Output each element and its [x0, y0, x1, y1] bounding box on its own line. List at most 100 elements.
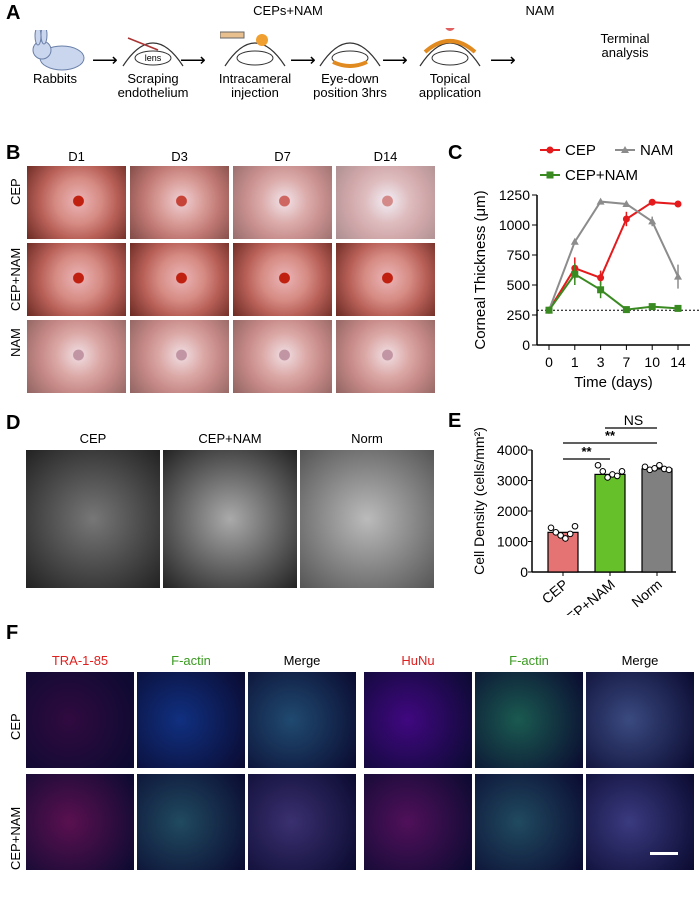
x-tick-label: 14	[670, 354, 686, 370]
panel-label-c: C	[448, 142, 463, 164]
fluorescence-image	[248, 774, 356, 870]
eye-photo	[129, 242, 230, 317]
data-point	[545, 306, 553, 314]
ceps-nam-label: CEPs+NAM	[253, 3, 323, 18]
series-line-CEP+NAM	[548, 272, 679, 311]
data-point	[648, 198, 656, 206]
channel-label: TRA-1-85	[51, 653, 109, 668]
fluorescence-image	[137, 774, 245, 870]
legend-label: CEP	[565, 142, 596, 159]
data-point	[604, 474, 611, 481]
micro-label: CEP+NAM	[198, 431, 262, 446]
x-tick-label: 1	[571, 354, 579, 370]
y-axis-label: Cell Density (cells/mm²)	[471, 427, 487, 575]
nam-label: NAM	[525, 3, 555, 18]
legend-label: CEP+NAM	[565, 167, 638, 184]
day-label: D7	[274, 149, 291, 164]
data-point	[546, 146, 554, 154]
data-point	[656, 461, 663, 469]
fluorescence-image	[137, 672, 245, 768]
data-point	[665, 466, 673, 474]
data-point	[613, 472, 621, 480]
specular-micrograph	[163, 450, 297, 588]
step-label: Eye-down position 3hrs	[313, 71, 387, 100]
data-point	[562, 535, 569, 542]
y-tick-label: 250	[507, 307, 531, 323]
panel-label-e: E	[448, 410, 462, 432]
series-line-CEP	[548, 201, 679, 311]
eye-photo	[26, 165, 127, 240]
eye-photo	[232, 319, 333, 394]
row-label: CEP+NAM	[8, 247, 23, 311]
data-point	[641, 463, 649, 471]
series-line-NAM	[548, 200, 679, 311]
eye-photo	[129, 165, 230, 240]
eye-photo	[129, 319, 230, 394]
y-tick-label: 500	[507, 277, 531, 293]
x-tick-label: 7	[623, 354, 631, 370]
x-tick-label: CEP	[539, 576, 571, 607]
y-tick-label: 1000	[499, 217, 530, 233]
panel-label-d: D	[6, 412, 21, 434]
y-tick-label: 4000	[497, 442, 528, 458]
arrow-icon: ⟶	[290, 50, 316, 70]
y-tick-label: 1000	[497, 534, 528, 550]
significance-label: **	[581, 444, 592, 459]
channel-label: Merge	[283, 653, 321, 668]
data-point	[552, 529, 560, 536]
significance-label: NS	[624, 412, 643, 428]
arrow-icon: ⟶	[382, 50, 408, 70]
data-point	[674, 304, 682, 312]
y-tick-label: 0	[522, 337, 530, 353]
lens-label: lens	[145, 53, 162, 63]
fluorescence-image	[364, 774, 472, 870]
x-tick-label: 0	[545, 354, 553, 370]
data-point	[566, 530, 574, 538]
arrow-icon: ⟶	[490, 50, 516, 70]
eye-diagram-icon	[220, 31, 286, 67]
eye-photo	[335, 319, 436, 394]
eye-photo	[26, 319, 127, 394]
day-label: D3	[171, 149, 188, 164]
bar-Norm	[641, 468, 673, 573]
fluorescence-image	[364, 672, 472, 768]
micro-label: Norm	[351, 431, 383, 446]
channel-label: F-actin	[171, 653, 211, 668]
data-point	[622, 200, 631, 207]
day-label: D14	[373, 149, 398, 164]
rabbit-icon	[28, 25, 88, 71]
data-point	[594, 461, 602, 469]
panel-label-f: F	[6, 622, 19, 644]
channel-label: Merge	[621, 653, 659, 668]
day-label: D1	[68, 149, 85, 164]
row-label: CEP+NAM	[8, 806, 23, 870]
y-axis-label: Corneal Thickness (μm)	[472, 190, 489, 349]
eye-photo	[335, 165, 436, 240]
data-point	[599, 468, 607, 475]
eye-photo	[232, 242, 333, 317]
channel-label: F-actin	[509, 653, 549, 668]
row-label: CEP	[8, 178, 23, 205]
y-tick-label: 2000	[497, 503, 528, 519]
scale-bar	[650, 852, 678, 855]
specular-micrograph	[300, 450, 434, 588]
cell-density-chart: 0 1000 2000 3000 4000 Cell Density (cells/mm²…	[471, 412, 676, 615]
eye-photo	[335, 242, 436, 317]
y-tick-label: 3000	[497, 473, 528, 489]
x-tick-label: Norm	[628, 576, 665, 610]
data-point	[596, 197, 605, 205]
data-point	[597, 274, 605, 282]
fluorescence-image	[248, 672, 356, 768]
arrow-icon: ⟶	[92, 50, 118, 70]
eye-photo	[26, 242, 127, 317]
y-tick-label: 1250	[499, 187, 530, 203]
data-point	[557, 532, 564, 539]
x-tick-label: 10	[644, 354, 660, 370]
data-point	[648, 217, 657, 225]
y-tick-label: 0	[520, 564, 528, 580]
data-point	[651, 465, 658, 472]
data-point	[622, 215, 630, 223]
row-label: NAM	[8, 328, 23, 357]
step-label: Topical application	[418, 71, 482, 100]
data-point	[597, 286, 605, 294]
